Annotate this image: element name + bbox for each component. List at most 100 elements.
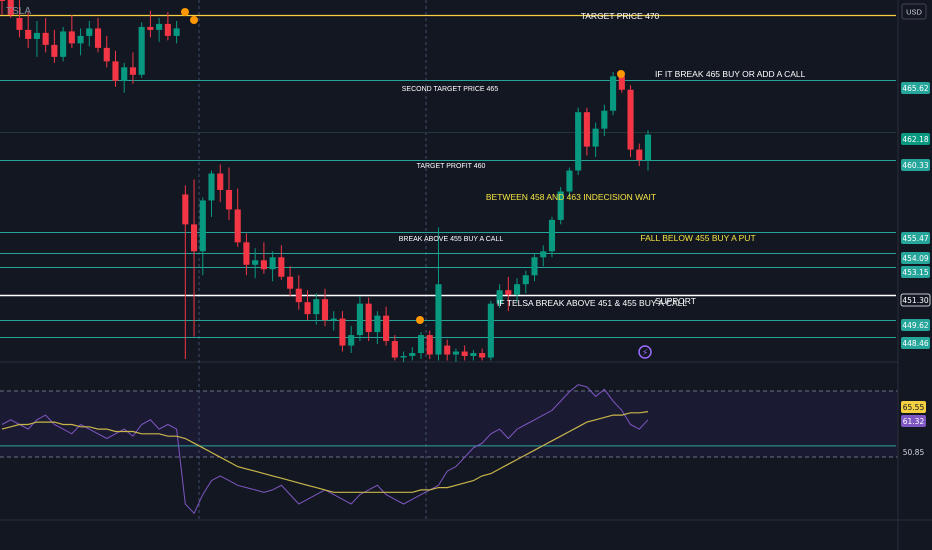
candle-up[interactable] [592, 128, 599, 147]
candle-up[interactable] [435, 284, 442, 355]
candle-up[interactable] [77, 35, 84, 44]
candle-down[interactable] [636, 149, 643, 161]
candle-down[interactable] [51, 44, 58, 57]
target-price-470-text: TARGET PRICE 470 [581, 11, 660, 21]
candle-down[interactable] [304, 302, 311, 315]
second-target-465-text: SECOND TARGET PRICE 465 [402, 86, 499, 93]
candle-down[interactable] [479, 353, 486, 358]
support-text: SUPPORT [655, 296, 696, 306]
candle-up[interactable] [566, 170, 573, 192]
price-tag-449-62 [901, 319, 930, 331]
candle-down[interactable] [444, 345, 451, 355]
candle-up[interactable] [33, 32, 40, 39]
candle-up[interactable] [173, 28, 180, 36]
candle-up[interactable] [156, 23, 163, 30]
candle-down[interactable] [339, 318, 346, 346]
candle-down[interactable] [164, 23, 171, 36]
symbol-label: TSLA [6, 6, 31, 17]
candle-down[interactable] [243, 242, 250, 265]
price-tag-448-46 [901, 337, 930, 349]
rsi-ma-tag [901, 401, 926, 413]
lightning-icon[interactable] [638, 345, 652, 359]
candle-up[interactable] [470, 353, 477, 357]
candle-up[interactable] [531, 257, 538, 276]
candle-down[interactable] [103, 47, 110, 62]
candle-up[interactable] [601, 110, 608, 129]
fall-below-455-text: FALL BELOW 455 BUY A PUT [640, 233, 755, 243]
rsi-ma-tag-text: 65.55 [903, 403, 925, 412]
candle-down[interactable] [225, 189, 233, 210]
rsi-axis-labels: 65.55 61.32 50.85 [901, 401, 926, 458]
candle-up[interactable] [513, 284, 521, 295]
candle-down[interactable] [182, 194, 189, 225]
candle-up[interactable] [610, 76, 617, 111]
candle-up[interactable] [452, 351, 460, 355]
candle-up[interactable] [138, 26, 145, 75]
candle-down[interactable] [217, 173, 224, 190]
price-tag-text: 462.18 [902, 135, 928, 144]
candle-down[interactable] [391, 341, 398, 358]
candle-up[interactable] [487, 303, 494, 358]
candle-down[interactable] [234, 209, 241, 243]
candle-up[interactable] [496, 290, 503, 304]
candle-up[interactable] [400, 356, 407, 358]
price-tag-text: 449.62 [902, 321, 928, 330]
candle-up[interactable] [540, 251, 547, 258]
candle-up[interactable] [269, 257, 276, 270]
candle-up[interactable] [644, 134, 652, 161]
candle-up[interactable] [575, 112, 582, 171]
candle-down[interactable] [147, 26, 154, 30]
candle-down[interactable] [278, 257, 285, 277]
rsi-value-tag-text: 61.32 [903, 417, 925, 426]
candle-up[interactable] [409, 353, 416, 357]
candle-down[interactable] [505, 290, 512, 295]
candle-up[interactable] [374, 315, 381, 333]
candle-up[interactable] [313, 299, 320, 315]
candle-up[interactable] [522, 275, 529, 285]
event-marker[interactable] [416, 316, 424, 324]
candle-down[interactable] [94, 28, 102, 48]
candle-down[interactable] [25, 29, 32, 39]
candle-down[interactable] [461, 351, 468, 357]
candle-down[interactable] [627, 89, 634, 150]
candle-up[interactable] [548, 219, 556, 252]
candle-down[interactable] [583, 112, 590, 147]
candle-down[interactable] [16, 17, 23, 30]
candle-up[interactable] [60, 31, 67, 57]
candle-down[interactable] [112, 61, 119, 81]
candle-down[interactable] [287, 276, 294, 289]
candle-up[interactable] [557, 191, 564, 220]
rsi-value-tag [901, 415, 926, 427]
candle-down[interactable] [383, 315, 390, 342]
candle-up[interactable] [348, 335, 355, 346]
candle-up[interactable] [199, 200, 206, 252]
candle-up[interactable] [252, 260, 259, 265]
currency-badge[interactable] [901, 3, 927, 20]
event-marker[interactable] [190, 16, 198, 24]
candle-down[interactable] [618, 76, 625, 90]
candle-up[interactable] [86, 28, 93, 36]
event-marker[interactable] [181, 8, 189, 16]
candle-up[interactable] [330, 318, 337, 321]
lightning-glyph: ⚡ [642, 349, 648, 359]
candle-down[interactable] [0, 0, 6, 1]
candle-down[interactable] [426, 335, 433, 355]
price-tag-text: 451.30 [902, 296, 928, 305]
candle-up[interactable] [356, 303, 363, 336]
price-axis-labels: 465.62 462.18 460.33 455.47 454.09 453.1… [900, 82, 931, 349]
candle-down[interactable] [260, 260, 267, 270]
candle-down[interactable] [129, 67, 137, 75]
candle-up[interactable] [417, 335, 425, 354]
candle-down[interactable] [295, 288, 302, 303]
candle-up[interactable] [121, 67, 128, 81]
candle-up[interactable] [208, 173, 215, 201]
price-tag-462-18 [901, 133, 930, 145]
candle-down[interactable] [7, 0, 14, 15]
candle-down[interactable] [42, 32, 49, 45]
candle-down[interactable] [190, 224, 198, 252]
candle-down[interactable] [321, 299, 329, 321]
candle-down[interactable] [365, 303, 372, 333]
event-marker[interactable] [617, 70, 625, 78]
candle-down[interactable] [68, 31, 75, 44]
